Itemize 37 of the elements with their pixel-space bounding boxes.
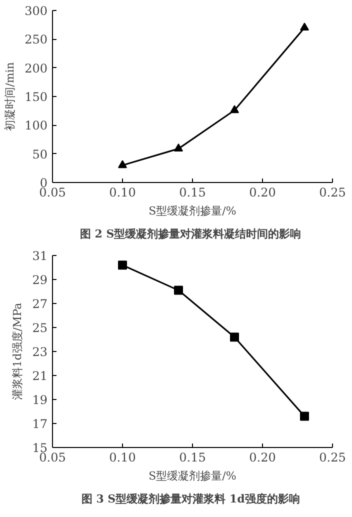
x-axis-title: S型缓凝剂掺量/% [148, 204, 236, 218]
point [230, 105, 239, 114]
x-tick-label: 0.10 [109, 186, 136, 200]
y-tick-label: 250 [24, 32, 48, 47]
y-tick-label: 19 [32, 393, 48, 407]
y-tick-label: 31 [32, 249, 48, 263]
point [174, 144, 183, 152]
y-tick-label: 300 [24, 4, 48, 18]
point [118, 260, 127, 270]
y-tick-label: 200 [24, 61, 48, 76]
x-tick-label: 0.10 [109, 450, 136, 464]
text: 图 3 S型缓凝剂掺量对灌浆料 1d强度的影响 [81, 492, 300, 506]
x-tick-label: 0.05 [39, 186, 66, 200]
y-tick-label: 150 [24, 90, 48, 104]
y-tick-label: 29 [32, 273, 48, 287]
y-tick-label: 100 [24, 118, 48, 133]
point [300, 412, 309, 421]
point [118, 160, 127, 168]
x-tick-label: 0.15 [179, 450, 206, 464]
y-tick-label: 21 [32, 369, 48, 383]
x-axis-title: S型缓凝剂掺量/% [148, 470, 236, 482]
point [174, 286, 183, 295]
point [300, 22, 309, 31]
x-tick-label: 0.25 [319, 450, 346, 464]
x-tick-label: 0.25 [319, 186, 346, 200]
x-tick-label: 0.15 [179, 186, 206, 200]
text: 图 2 S型缓凝剂掺量对灌浆料凝结时间的影响 [80, 228, 302, 240]
y-tick-label: 50 [32, 147, 48, 162]
x-tick-label: 0.20 [249, 186, 276, 200]
y-tick-label: 23 [32, 345, 48, 359]
point [230, 332, 239, 342]
y-tick-label: 27 [32, 297, 48, 311]
y-axis-title: 初凝时间/min [4, 62, 17, 131]
y-tick-label: 17 [32, 417, 48, 431]
y-tick-label: 25 [32, 321, 48, 335]
x-tick-label: 0.20 [249, 450, 276, 464]
y-axis-title: 灌浆料1d强度/MPa [11, 302, 24, 400]
